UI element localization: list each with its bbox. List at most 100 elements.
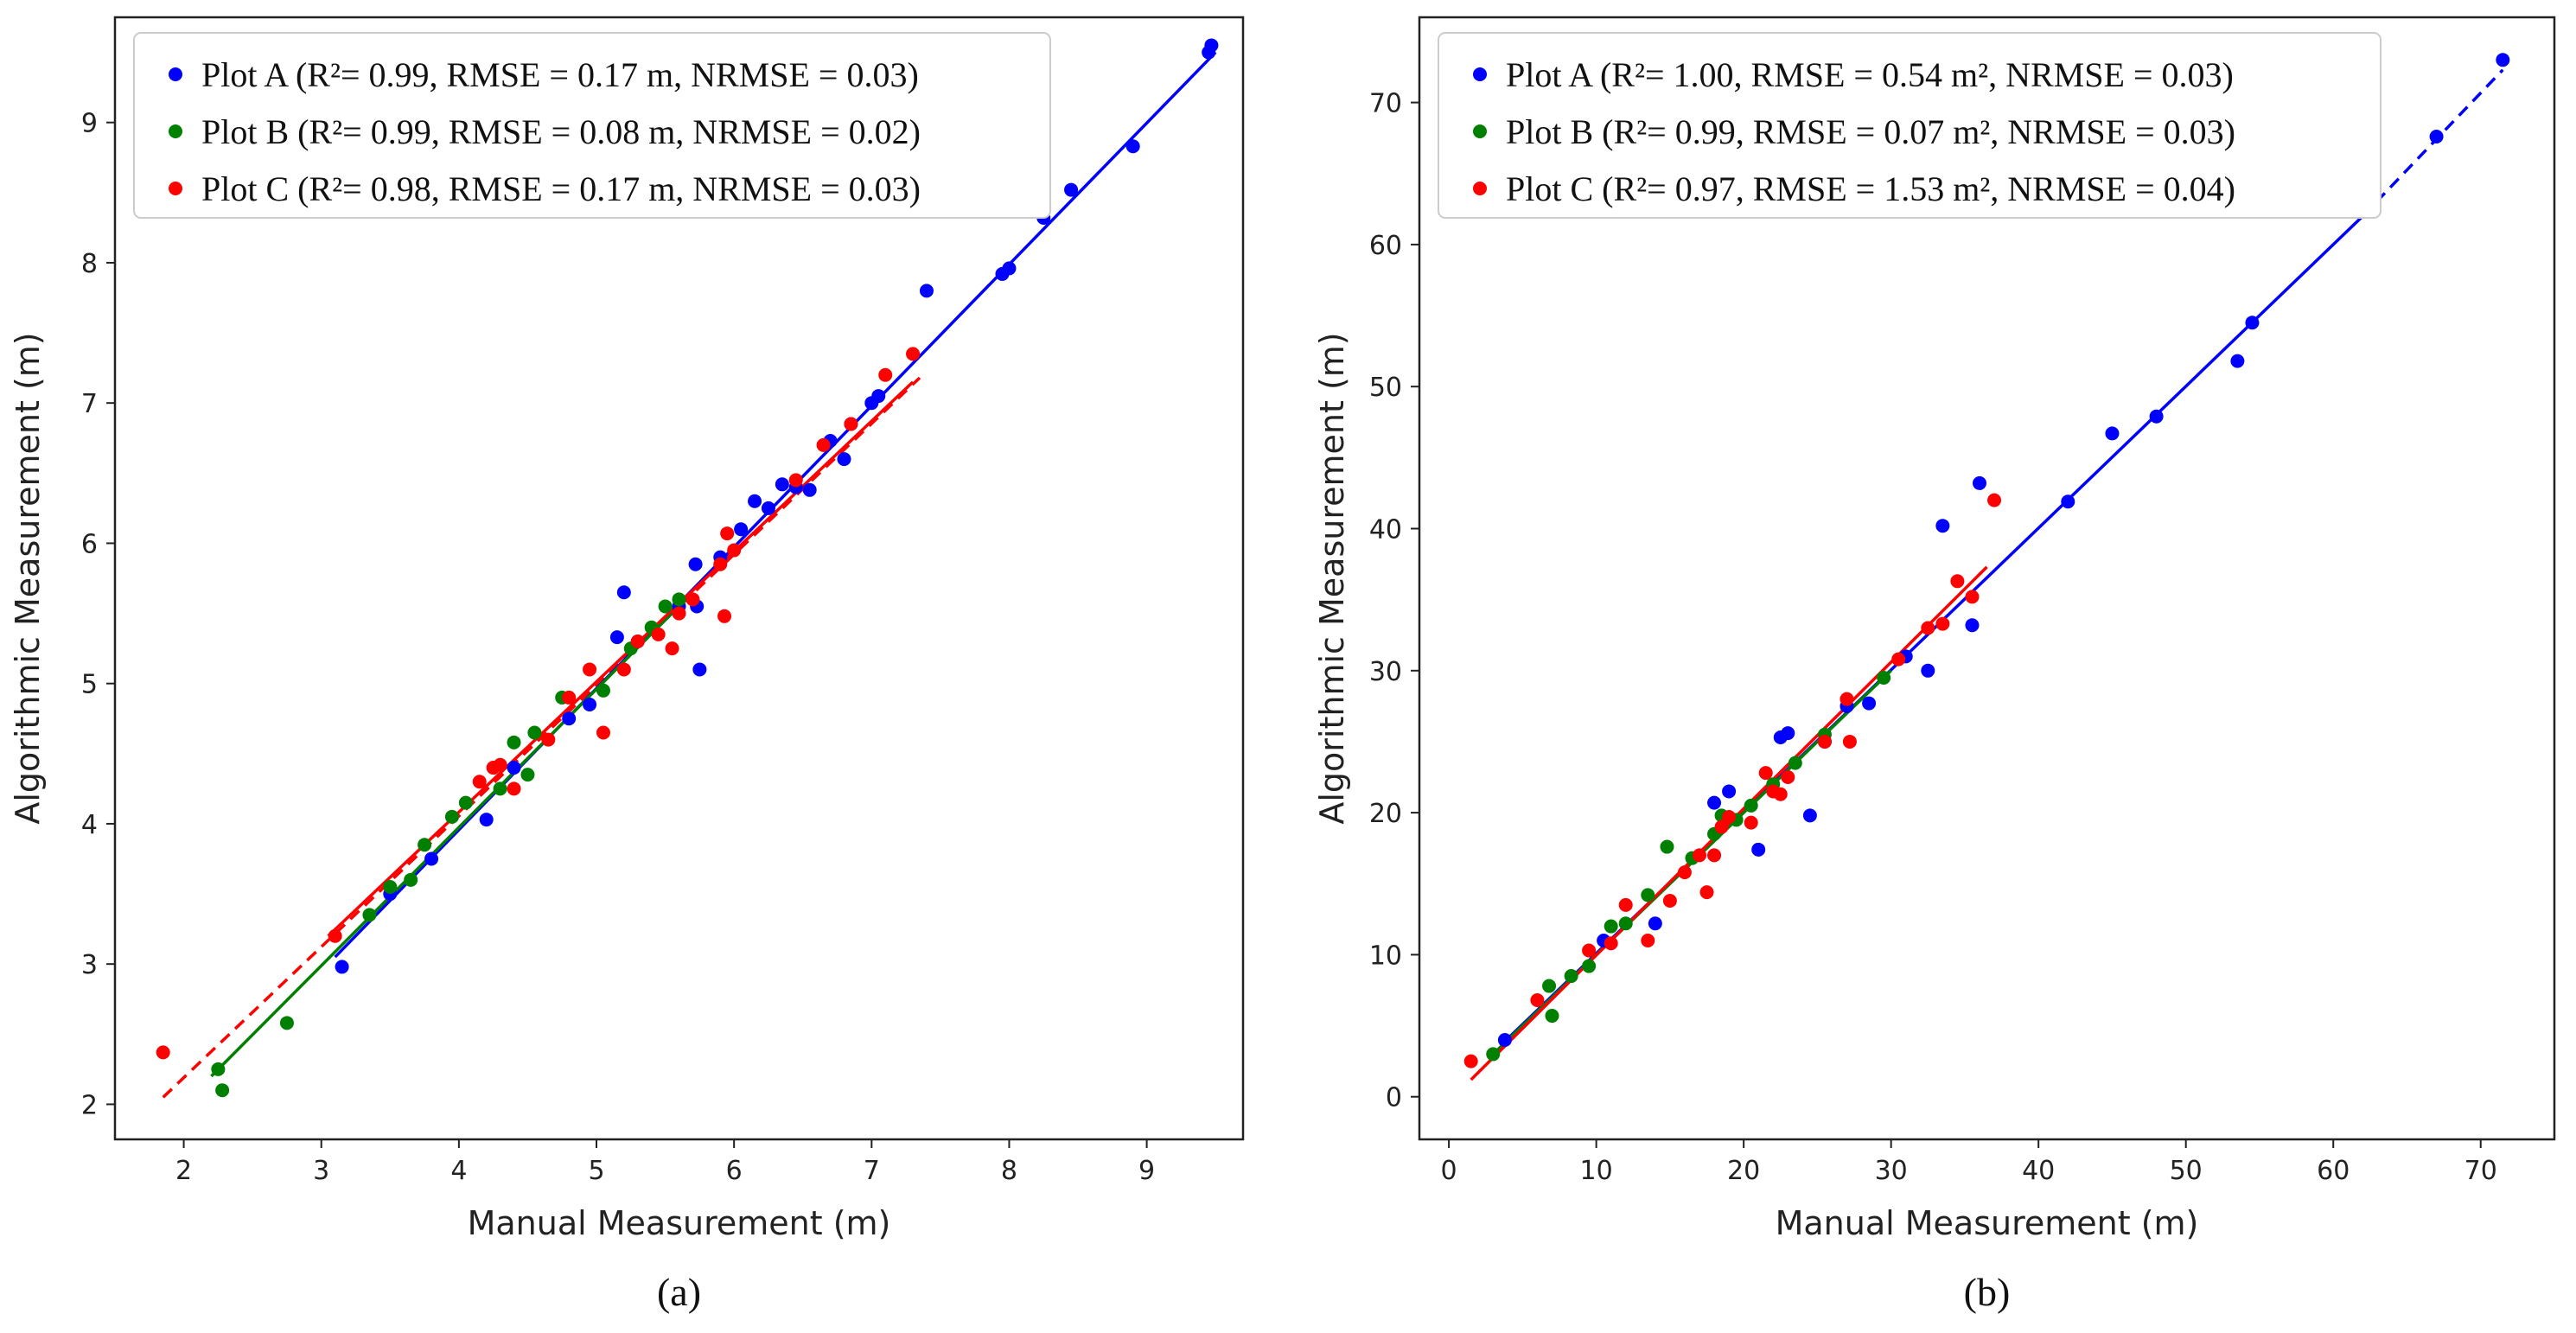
data-point xyxy=(1817,734,1832,749)
data-point xyxy=(383,879,398,894)
x-tick-label: 7 xyxy=(864,1156,880,1186)
legend-entry: Plot B (R²= 0.99, RMSE = 0.07 m², NRMSE … xyxy=(1506,112,2235,151)
legend-marker xyxy=(1473,67,1487,81)
data-point xyxy=(479,813,494,827)
data-point xyxy=(1582,959,1597,973)
data-point xyxy=(404,872,418,887)
data-point xyxy=(596,725,610,740)
data-point xyxy=(1677,865,1692,880)
y-axis-label: Algorithmic Measurement (m) xyxy=(1313,332,1351,824)
panel-caption: (b) xyxy=(1964,1270,2011,1314)
axes-frame xyxy=(113,16,1245,1141)
x-tick-label: 20 xyxy=(1727,1156,1760,1186)
data-point xyxy=(211,1062,226,1076)
data-point xyxy=(1707,795,1722,810)
x-tick-label: 8 xyxy=(1001,1156,1017,1186)
chart-panel-a: Manual Measurement (m) Algorithmic Measu… xyxy=(9,16,1245,1314)
x-tick-label: 2 xyxy=(175,1156,192,1186)
data-point xyxy=(788,473,803,488)
data-point xyxy=(906,347,921,361)
data-point xyxy=(1744,798,1758,813)
data-point xyxy=(1204,38,1219,53)
data-point xyxy=(837,452,851,467)
data-point xyxy=(609,630,624,645)
data-point xyxy=(1641,888,1655,902)
data-point xyxy=(1965,590,1980,604)
data-point xyxy=(1758,766,1773,781)
y-tick-label: 3 xyxy=(81,950,98,980)
data-point xyxy=(651,627,666,641)
fit-line xyxy=(327,380,915,938)
data-layer xyxy=(156,38,1219,1099)
data-point xyxy=(658,599,673,614)
x-tick-label: 9 xyxy=(1138,1156,1155,1186)
data-point xyxy=(2496,53,2510,67)
legend-marker xyxy=(1473,182,1487,195)
data-point xyxy=(335,960,349,974)
legend-marker xyxy=(169,67,182,81)
data-point xyxy=(1714,820,1729,834)
data-point xyxy=(1564,969,1578,984)
panel-caption: (a) xyxy=(657,1270,701,1314)
x-tick-label: 3 xyxy=(313,1156,329,1186)
data-point xyxy=(507,735,521,749)
data-point xyxy=(328,928,342,943)
x-axis-label: Manual Measurement (m) xyxy=(1776,1204,2199,1242)
data-point xyxy=(1486,1047,1501,1062)
data-point xyxy=(816,437,831,452)
data-point xyxy=(672,592,686,607)
data-point xyxy=(1618,897,1633,912)
x-tick-label: 6 xyxy=(726,1156,743,1186)
y-tick-label: 50 xyxy=(1369,373,1402,403)
data-point xyxy=(424,851,439,866)
data-point xyxy=(665,641,679,656)
data-point xyxy=(630,635,645,649)
data-point xyxy=(1662,893,1677,908)
data-point xyxy=(1965,618,1980,633)
data-point xyxy=(2230,354,2245,368)
x-tick-label: 50 xyxy=(2170,1156,2203,1186)
chart-panel-b: Manual Measurement (m) Algorithmic Measu… xyxy=(1313,16,2556,1314)
data-point xyxy=(713,557,728,571)
y-tick-label: 8 xyxy=(81,249,98,279)
y-tick-label: 40 xyxy=(1369,514,1402,545)
y-tick-label: 4 xyxy=(81,810,98,840)
data-point xyxy=(1125,139,1140,154)
x-tick-label: 30 xyxy=(1875,1156,1908,1186)
data-point xyxy=(2061,494,2075,509)
data-point xyxy=(1802,808,1817,823)
data-point xyxy=(844,417,858,431)
fit-line-extension xyxy=(162,376,921,1099)
data-point xyxy=(583,698,597,712)
data-point xyxy=(493,781,507,796)
data-point xyxy=(720,526,735,541)
legend-entry: Plot C (R²= 0.97, RMSE = 1.53 m², NRMSE … xyxy=(1506,169,2235,208)
data-point xyxy=(362,908,377,922)
x-tick-label: 70 xyxy=(2464,1156,2497,1186)
data-point xyxy=(727,543,742,558)
legend-marker xyxy=(1473,124,1487,138)
y-tick-label: 70 xyxy=(1369,89,1402,119)
data-point xyxy=(1722,810,1737,825)
data-point xyxy=(1935,519,1950,533)
data-point xyxy=(1744,815,1758,830)
y-tick-label: 10 xyxy=(1369,941,1402,971)
y-tick-label: 5 xyxy=(81,670,98,700)
data-point xyxy=(616,585,631,600)
data-point xyxy=(1788,756,1802,770)
x-tick-label: 60 xyxy=(2317,1156,2350,1186)
x-tick-label: 5 xyxy=(588,1156,604,1186)
data-point xyxy=(1921,621,1935,635)
y-tick-label: 2 xyxy=(81,1090,98,1120)
data-point xyxy=(418,838,432,852)
data-point xyxy=(1840,692,1854,706)
data-point xyxy=(1707,848,1722,863)
legend-marker xyxy=(169,182,182,195)
data-point xyxy=(1641,933,1655,947)
data-point xyxy=(1987,493,2002,507)
y-tick-label: 60 xyxy=(1369,231,1402,261)
plot-area: 2 3 4 5 6 7 8 9 2 3 4 5 6 7 8 9 Plot A (R²= 0.99, RMSE =… xyxy=(81,16,1245,1186)
data-point xyxy=(672,606,686,621)
legend-entry: Plot B (R²= 0.99, RMSE = 0.08 m, NRMSE =… xyxy=(201,112,921,151)
data-point xyxy=(279,1016,294,1030)
